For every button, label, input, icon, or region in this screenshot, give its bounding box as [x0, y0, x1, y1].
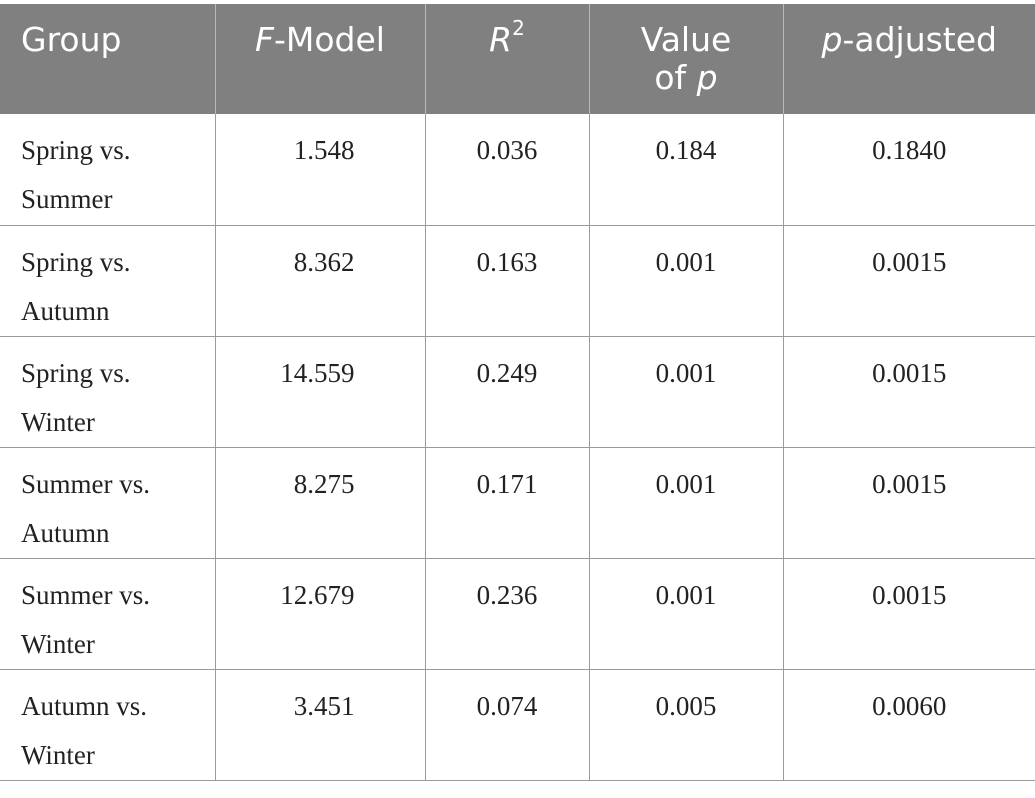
group-line1: Spring vs. — [21, 357, 131, 388]
header-value-of-p-line2: of — [654, 58, 697, 97]
cell-value-of-p: 0.001 — [588, 447, 783, 559]
header-group: Group — [0, 4, 215, 114]
cell-p-adjusted: 0.0015 — [782, 336, 1035, 448]
cell-f-model: 8.275 — [214, 447, 425, 559]
group-line2: Autumn — [21, 295, 110, 326]
header-group-label: Group — [21, 20, 122, 59]
table-row: Autumn vs. Winter 3.451 0.074 0.005 0.006… — [0, 669, 1035, 781]
cell-f-model: 8.362 — [214, 225, 425, 337]
header-r-squared-label: R2 — [434, 4, 581, 59]
group-line1: Spring vs. — [21, 135, 131, 165]
group-line2: Winter — [21, 406, 95, 437]
cell-f-model: 1.548 — [214, 114, 425, 226]
cell-value-of-p: 0.184 — [588, 114, 783, 226]
cell-p-adjusted: 0.0015 — [782, 447, 1035, 559]
cell-group: Spring vs. Summer — [0, 114, 215, 226]
group-line1: Summer vs. — [21, 579, 151, 610]
header-value-of-p: Value of p — [588, 4, 783, 114]
cell-r-squared: 0.074 — [424, 669, 589, 781]
header-p-adjusted-rest: -adjusted — [842, 20, 997, 59]
cell-group: Spring vs. Autumn — [0, 225, 215, 337]
table-row: Spring vs. Summer 1.548 0.036 0.184 0.184… — [0, 114, 1035, 226]
cell-f-model: 14.559 — [214, 336, 425, 448]
table-row: Summer vs. Winter 12.679 0.236 0.001 0.00… — [0, 558, 1035, 670]
cell-group: Autumn vs. Winter — [0, 669, 215, 781]
header-r-squared-base: R — [489, 20, 513, 59]
group-line1: Autumn vs. — [21, 690, 148, 721]
header-value-of-p-label: Value of p — [598, 4, 775, 97]
cell-r-squared: 0.163 — [424, 225, 589, 337]
header-f-model-italic: F — [255, 20, 274, 59]
cell-p-adjusted: 0.0060 — [782, 669, 1035, 781]
cell-value-of-p: 0.001 — [588, 225, 783, 337]
cell-group: Summer vs. Winter — [0, 558, 215, 670]
cell-r-squared: 0.171 — [424, 447, 589, 559]
header-f-model: F-Model — [214, 4, 425, 114]
pairwise-comparison-table: Group F-Model R2 Value of p p-adjusted Sp… — [0, 4, 1035, 781]
cell-group: Summer vs. Autumn — [0, 447, 215, 559]
header-p-adjusted-label: p-adjusted — [792, 4, 1028, 59]
group-line1: Spring vs. — [21, 246, 131, 277]
group-line2: Autumn — [21, 517, 110, 548]
table-row: Summer vs. Autumn 8.275 0.171 0.001 0.001… — [0, 447, 1035, 559]
header-f-model-label: F-Model — [224, 4, 417, 59]
cell-f-model: 12.679 — [214, 558, 425, 670]
group-line2: Summer — [21, 184, 113, 214]
cell-r-squared: 0.036 — [424, 114, 589, 226]
table-row: Spring vs. Autumn 8.362 0.163 0.001 0.001… — [0, 225, 1035, 337]
header-p-adjusted: p-adjusted — [782, 4, 1035, 114]
cell-value-of-p: 0.001 — [588, 558, 783, 670]
header-r-squared: R2 — [424, 4, 589, 114]
header-r-squared-sup: 2 — [512, 16, 525, 40]
cell-r-squared: 0.249 — [424, 336, 589, 448]
header-p-adjusted-italic: p — [821, 20, 843, 59]
cell-group: Spring vs. Winter — [0, 336, 215, 448]
group-line2: Winter — [21, 628, 95, 659]
cell-p-adjusted: 0.1840 — [782, 114, 1035, 226]
cell-p-adjusted: 0.0015 — [782, 225, 1035, 337]
header-value-of-p-line1: Value — [640, 20, 732, 59]
header-value-of-p-italic: p — [696, 58, 718, 97]
cell-value-of-p: 0.005 — [588, 669, 783, 781]
header-row: Group F-Model R2 Value of p p-adjusted — [0, 4, 1035, 114]
table-body: Spring vs. Summer 1.548 0.036 0.184 0.184… — [0, 114, 1035, 781]
group-line2: Winter — [21, 739, 95, 770]
table-header: Group F-Model R2 Value of p p-adjusted — [0, 4, 1035, 114]
cell-value-of-p: 0.001 — [588, 336, 783, 448]
cell-p-adjusted: 0.0015 — [782, 558, 1035, 670]
cell-r-squared: 0.236 — [424, 558, 589, 670]
table-row: Spring vs. Winter 14.559 0.249 0.001 0.00… — [0, 336, 1035, 448]
header-f-model-rest: -Model — [273, 20, 385, 59]
cell-f-model: 3.451 — [214, 669, 425, 781]
group-line1: Summer vs. — [21, 468, 151, 499]
